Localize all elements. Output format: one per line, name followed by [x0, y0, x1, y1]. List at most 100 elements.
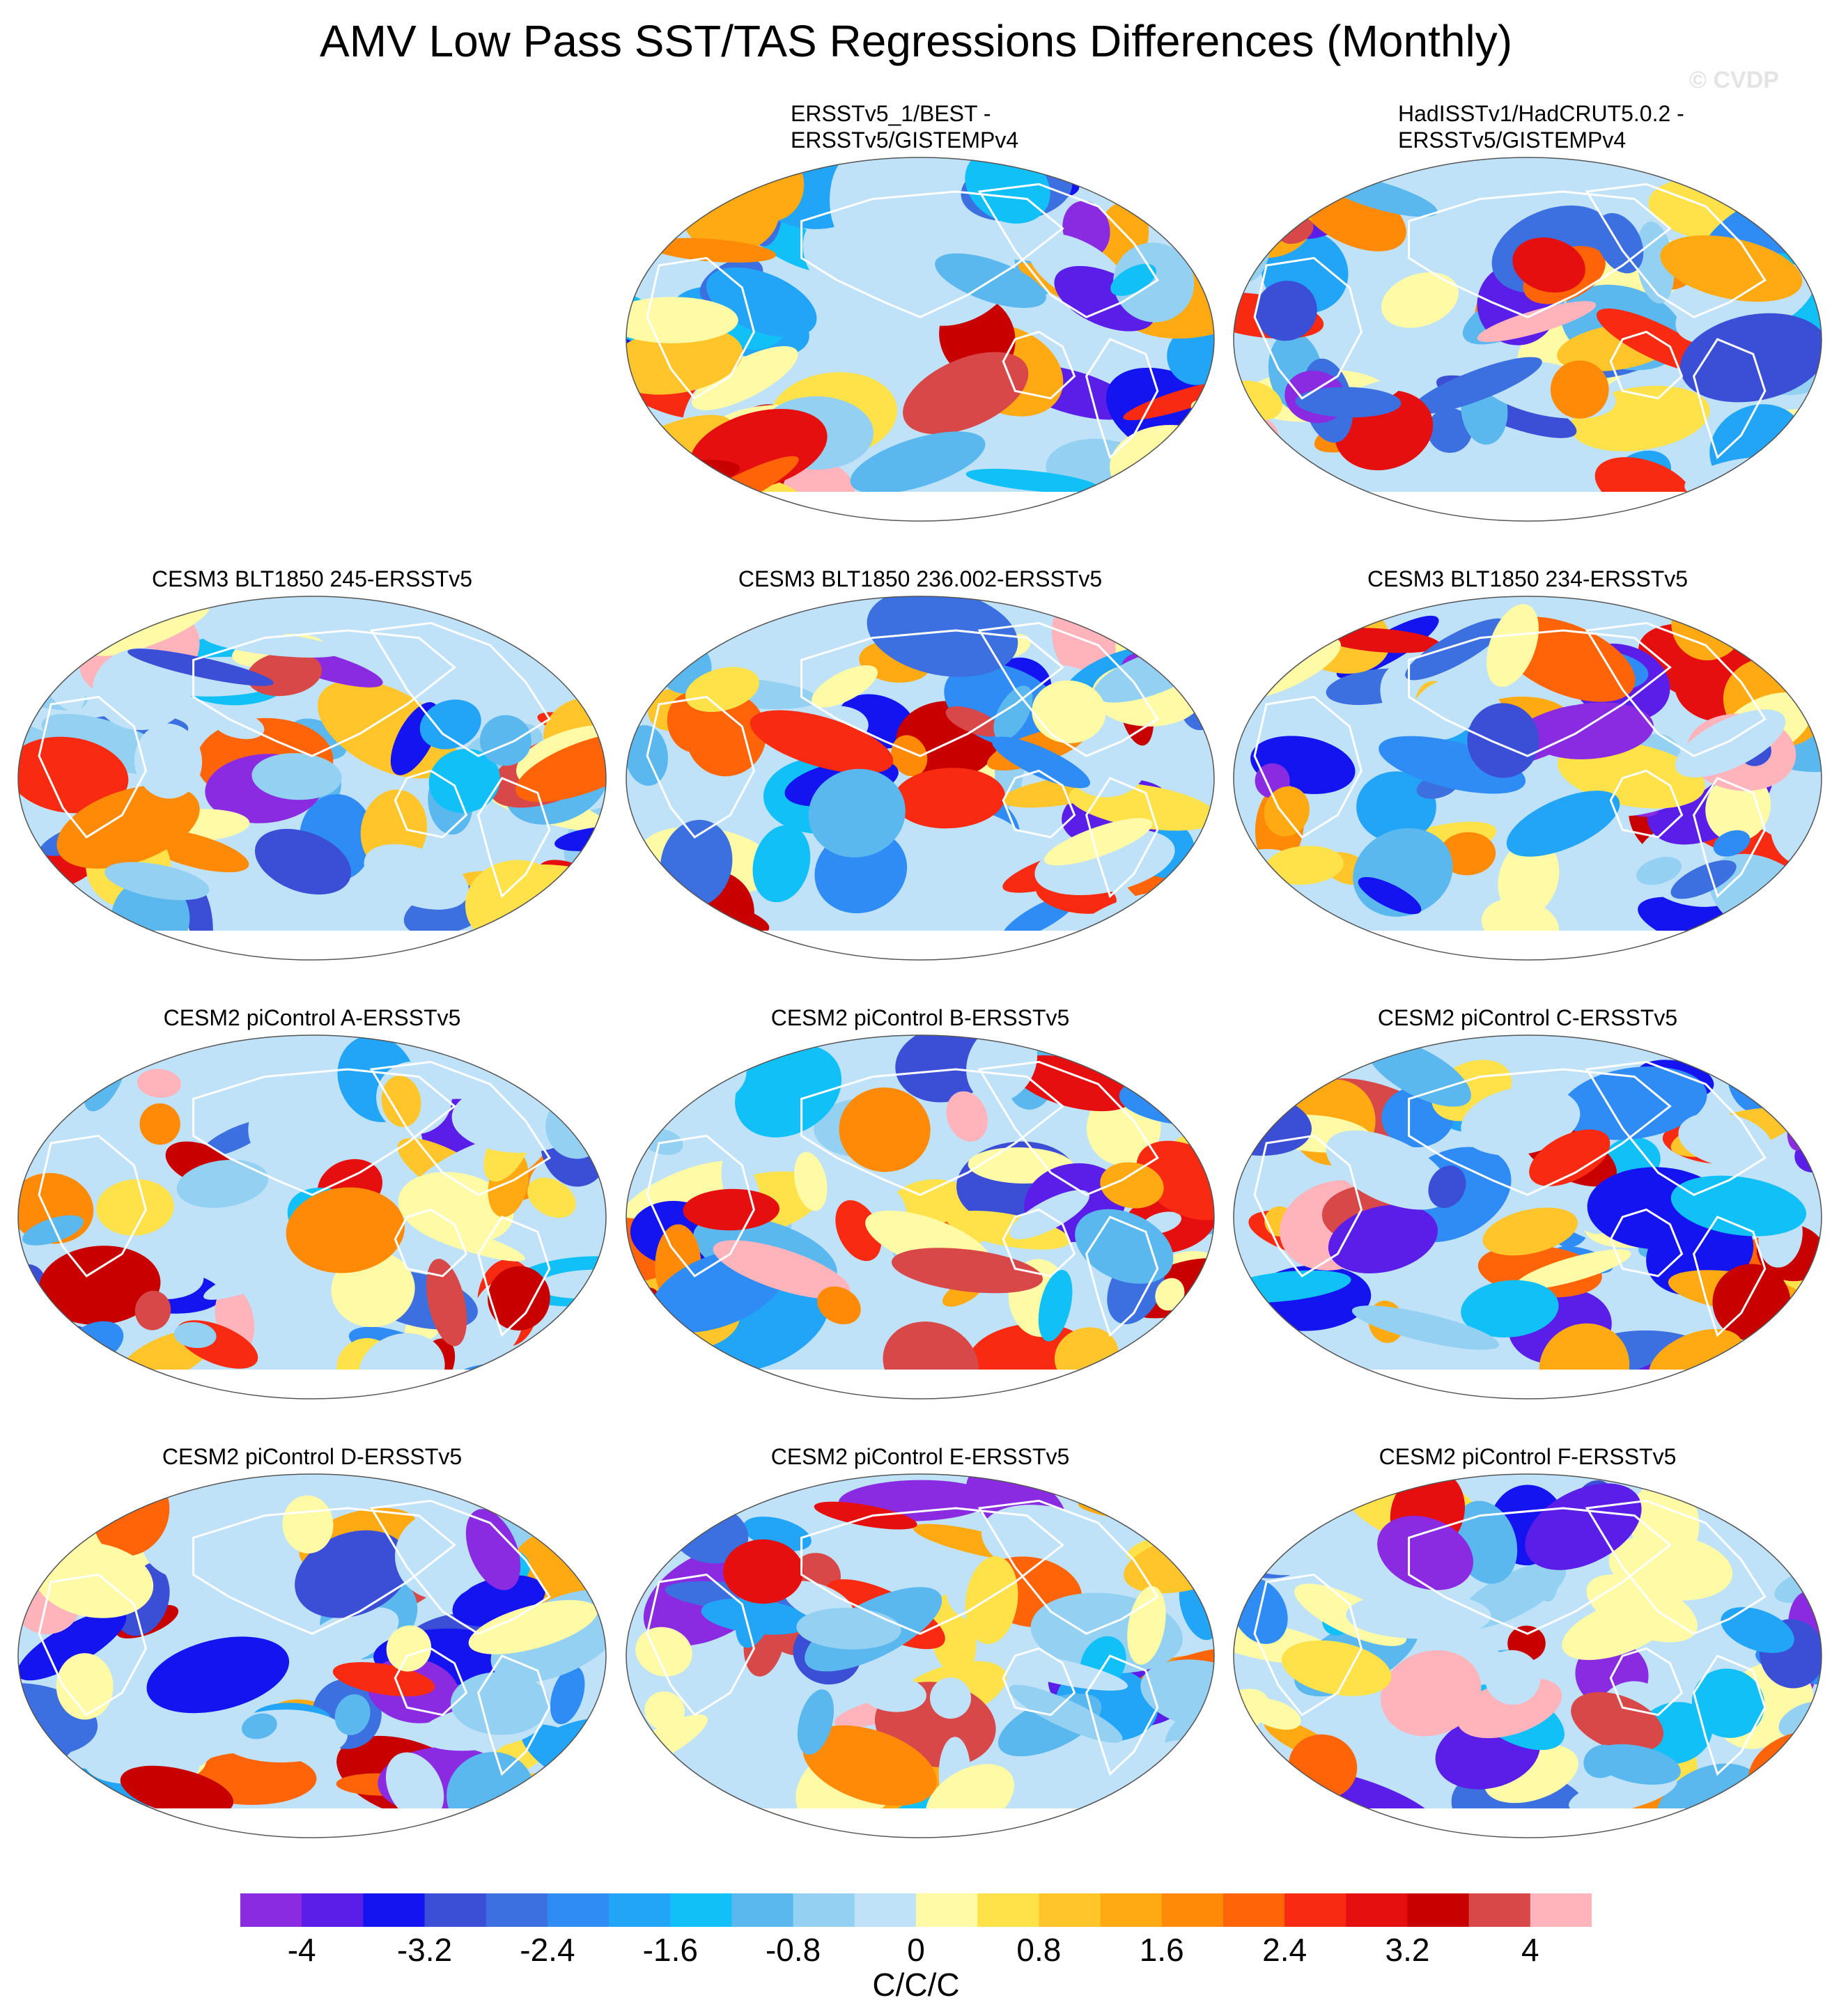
- colorbar: [240, 1893, 1592, 1927]
- field-contour: [1571, 1692, 1664, 1753]
- map-border: [626, 157, 1215, 522]
- field-contour: [1165, 649, 1208, 673]
- field-contour: [254, 828, 352, 895]
- field-contour: [127, 649, 274, 686]
- field-contour: [134, 723, 203, 799]
- field-contour: [830, 157, 873, 242]
- field-contour: [18, 1342, 98, 1399]
- map-panel: CESM2 piControl A-ERSSTv5: [15, 977, 609, 1402]
- field-contour: [1038, 1269, 1073, 1342]
- coastline: [800, 629, 1064, 757]
- colorbar-bin: [302, 1893, 364, 1927]
- field-contour: [1608, 1534, 1733, 1601]
- coastline: [394, 1208, 468, 1278]
- field-contour: [796, 1608, 901, 1650]
- field-contour: [1282, 1640, 1392, 1696]
- robinson-map: [626, 596, 1215, 961]
- coastline: [1692, 777, 1767, 899]
- field-contour: [56, 1653, 114, 1720]
- colorbar-bin: [363, 1893, 426, 1927]
- field-contour: [992, 736, 1090, 789]
- map-border: [17, 596, 607, 961]
- field-contour: [18, 1610, 127, 1681]
- coastline: [800, 190, 1064, 318]
- coastline: [977, 1060, 1159, 1196]
- panel-title: HadISSTv1/HadCRUT5.0.2 -: [1398, 101, 1684, 126]
- field-contour: [173, 1321, 217, 1349]
- field-contour: [1356, 771, 1436, 842]
- field-contour: [1120, 1347, 1181, 1377]
- field-contour: [297, 1606, 399, 1670]
- field-contour: [584, 882, 606, 924]
- field-contour: [1427, 408, 1473, 453]
- field-contour: [626, 453, 666, 490]
- robinson-map: [1233, 1034, 1822, 1399]
- panel-title: CESM3 BLT1850 236.002-ERSSTv5: [738, 566, 1103, 591]
- colorbar-tick-label: -4: [287, 1932, 316, 1968]
- coastline: [192, 1507, 456, 1635]
- field-contour: [1326, 1130, 1450, 1210]
- panel-title: ERSSTv5/GISTEMPv4: [791, 127, 1019, 153]
- map-field: [18, 1474, 606, 1838]
- field-contour: [1562, 1597, 1675, 1660]
- colorbar-bin: [1530, 1893, 1592, 1927]
- field-contour: [1127, 1585, 1166, 1665]
- field-contour: [648, 238, 777, 263]
- field-contour: [1512, 237, 1585, 293]
- field-contour: [468, 1599, 598, 1654]
- field-contour: [1675, 709, 1786, 777]
- coastline: [1585, 621, 1767, 757]
- map-panel: CESM2 piControl F-ERSSTv5: [1231, 1416, 1824, 1840]
- colorbar-bin: [731, 1893, 794, 1927]
- field-contour: [1381, 272, 1459, 328]
- robinson-map: [1233, 596, 1822, 961]
- field-contour: [797, 1689, 835, 1755]
- field-contour: [480, 715, 531, 766]
- field-contour: [120, 1765, 234, 1817]
- robinson-map: [17, 596, 607, 961]
- field-contour: [1266, 846, 1344, 885]
- field-contour: [1516, 1249, 1631, 1289]
- field-contour: [794, 1152, 828, 1211]
- field-contour: [146, 1636, 290, 1714]
- colorbar-bin: [1284, 1893, 1346, 1927]
- coastline: [977, 1499, 1159, 1635]
- coastline: [476, 1654, 551, 1776]
- field-contour: [1467, 703, 1539, 778]
- colorbar-bin: [547, 1893, 610, 1927]
- field-contour: [713, 1240, 851, 1299]
- coastline: [38, 695, 148, 839]
- coastline: [1085, 1216, 1159, 1337]
- field-contour: [945, 706, 1002, 737]
- colorbar-units: C/C/C: [872, 1967, 960, 2003]
- map-border: [1233, 1034, 1822, 1399]
- panel-title: CESM2 piControl E-ERSSTv5: [770, 1444, 1070, 1469]
- map-border: [626, 596, 1215, 961]
- colorbar-bin: [916, 1893, 978, 1927]
- coastlines: [646, 621, 1159, 899]
- panel-title: ERSSTv5_1/BEST -: [791, 101, 991, 126]
- coastline: [476, 777, 551, 899]
- field-contour: [1409, 678, 1482, 741]
- coastline: [646, 256, 756, 400]
- coastlines: [646, 183, 1159, 460]
- field-contour: [626, 438, 670, 470]
- coastline: [476, 1216, 551, 1337]
- colorbar-tick-label: -1.6: [642, 1932, 698, 1968]
- field-contour: [1145, 1336, 1214, 1372]
- field-contour: [515, 732, 606, 802]
- field-contour: [692, 346, 798, 410]
- field-contour: [802, 221, 853, 290]
- field-contour: [1009, 1190, 1089, 1239]
- watermark: © CVDP: [1689, 67, 1779, 93]
- field-contour: [18, 600, 57, 667]
- field-contour: [850, 431, 986, 494]
- field-contour: [1346, 1592, 1491, 1639]
- field-contour: [1123, 378, 1214, 421]
- panel-title: CESM2 piControl A-ERSSTv5: [163, 1005, 461, 1030]
- field-contour: [626, 326, 743, 395]
- field-contour: [1255, 281, 1317, 341]
- map-border: [1233, 596, 1822, 961]
- coastlines: [38, 621, 551, 899]
- coastline: [800, 1507, 1064, 1635]
